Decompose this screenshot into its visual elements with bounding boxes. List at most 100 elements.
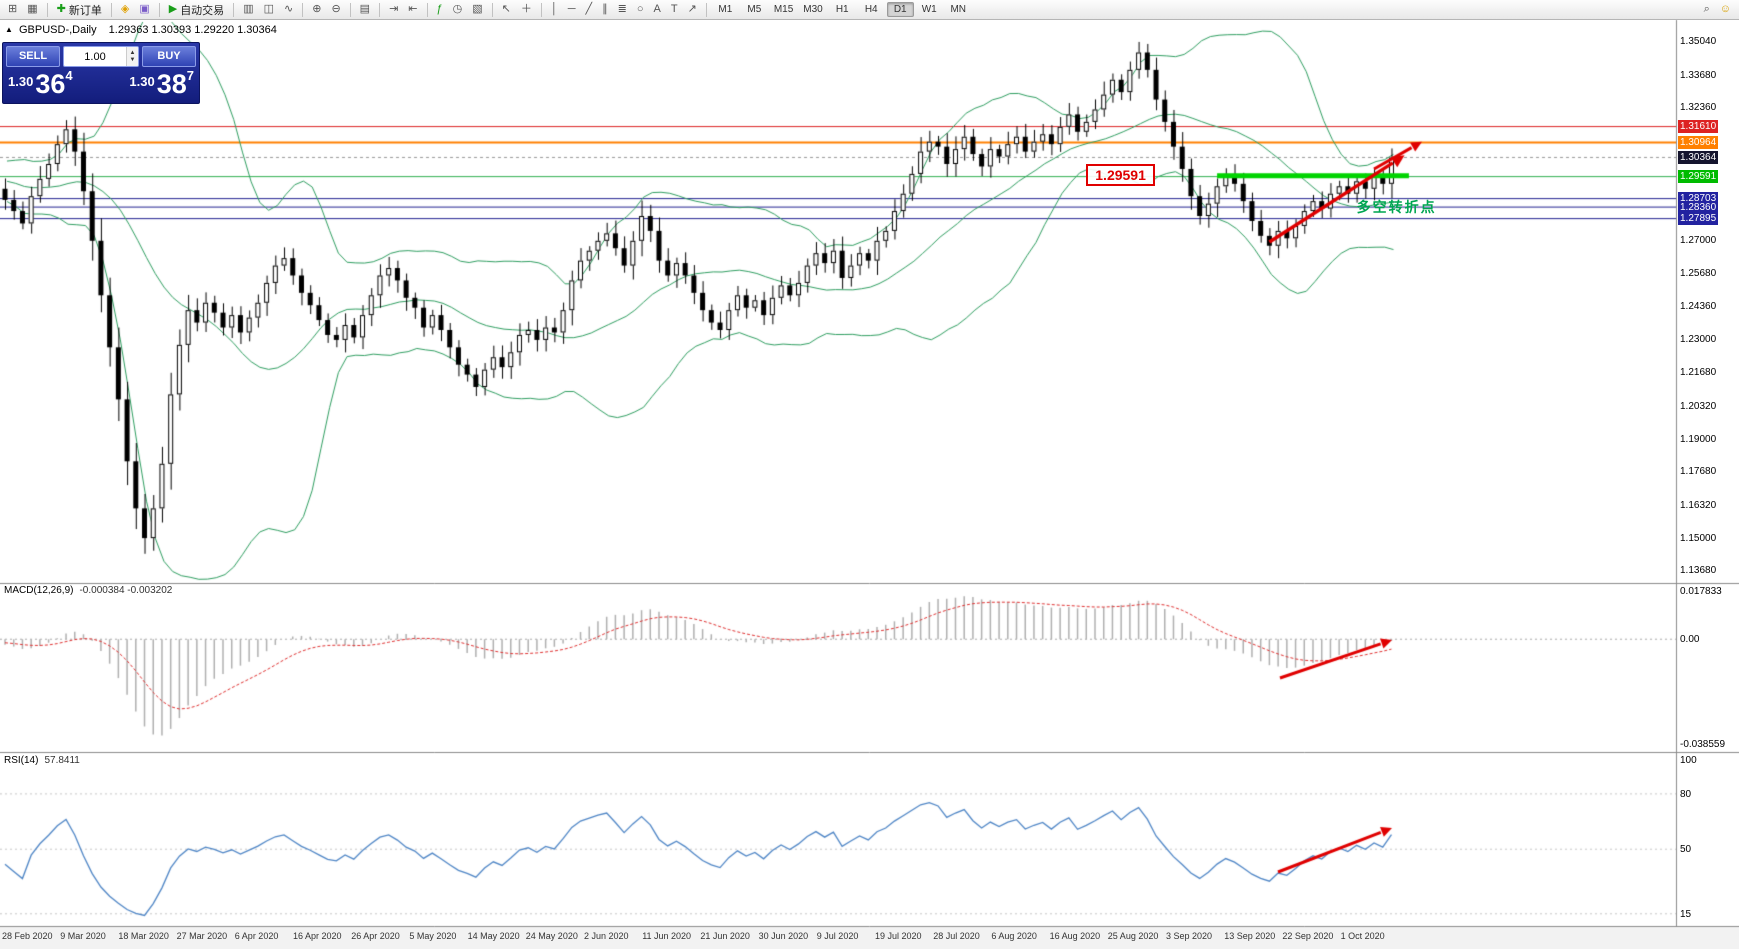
lot-spinner[interactable]: ▲ ▼ — [126, 47, 138, 66]
sell-price-small: 1.30 — [8, 74, 34, 89]
auto-scroll-icon[interactable]: ⇥ — [385, 1, 402, 19]
date-label: 14 May 2020 — [467, 931, 520, 941]
lot-spin-up-icon[interactable]: ▲ — [129, 49, 136, 56]
market-icon[interactable]: ▣ — [135, 1, 153, 19]
indicators-icon-glyph: ƒ — [436, 3, 443, 15]
rsi-axis-label: 100 — [1680, 755, 1697, 766]
market-icon-glyph: ▣ — [139, 3, 150, 15]
buy-button[interactable]: BUY — [142, 46, 196, 67]
chart-shift-icon[interactable]: ⇤ — [404, 1, 421, 19]
timeframe-mn[interactable]: MN — [950, 4, 967, 15]
timeframe-m15[interactable]: M15 — [773, 4, 794, 15]
new-chart-icon[interactable]: ⊞ — [4, 1, 21, 19]
auto-scroll-icon-glyph: ⇥ — [389, 3, 399, 15]
date-label: 6 Apr 2020 — [234, 931, 279, 941]
rsi-axis-label: 15 — [1680, 908, 1692, 920]
date-label: 19 Jul 2020 — [875, 931, 922, 941]
chart-title: ▲ GBPUSD-,Daily 1.29363 1.30393 1.29220 … — [5, 24, 277, 36]
rsi-value-text: 57.8411 — [44, 755, 80, 766]
timeframe-m1[interactable]: M1 — [718, 4, 733, 15]
sell-price-sup: 4 — [65, 68, 73, 83]
zoom-out-icon[interactable]: ⊖ — [327, 1, 344, 19]
tile-windows-icon[interactable]: ▤ — [356, 1, 374, 19]
text-icon-glyph: A — [653, 3, 661, 15]
search-icon[interactable]: ⌕ — [1700, 1, 1714, 19]
collapse-triangle-icon[interactable]: ▲ — [5, 25, 13, 34]
price-axis-label: 1.30964 — [1678, 136, 1719, 150]
horizontal-line-icon[interactable]: ─ — [564, 1, 580, 19]
chart-shift-icon-glyph: ⇤ — [408, 3, 418, 15]
periods-icon-glyph: ◷ — [452, 3, 463, 15]
timeframe-d1[interactable]: D1 — [886, 2, 914, 17]
lot-size-box: ▲ ▼ — [63, 46, 139, 67]
macd-label: MACD(12,26,9) -0.000384 -0.003202 — [4, 585, 172, 596]
price-axis-label: 1.32360 — [1680, 102, 1717, 114]
candlestick-icon[interactable]: ◫ — [260, 1, 278, 19]
lot-size-input[interactable] — [64, 47, 126, 66]
one-click-trading-panel: SELL ▲ ▼ BUY 1.30364 1.30387 — [2, 42, 200, 104]
rsi-title-text: RSI(14) — [4, 755, 39, 766]
date-label: 1 Oct 2020 — [1340, 931, 1385, 941]
timeframe-m5[interactable]: M5 — [747, 4, 762, 15]
fibonacci-icon[interactable]: ≣ — [614, 1, 631, 19]
date-label: 16 Apr 2020 — [293, 931, 342, 941]
mql5-icon[interactable]: ◈ — [117, 1, 133, 19]
arrows-icon[interactable]: ↗ — [684, 1, 701, 19]
sell-button[interactable]: SELL — [6, 46, 60, 67]
macd-axis-label: -0.038559 — [1680, 739, 1726, 750]
text-icon[interactable]: A — [650, 1, 665, 19]
toolbar-separator — [158, 2, 160, 17]
indicators-icon[interactable]: ƒ — [433, 1, 447, 19]
channel-icon[interactable]: ∥ — [598, 1, 612, 19]
bar-chart-icon-glyph: ▥ — [243, 3, 254, 15]
date-label: 16 Aug 2020 — [1049, 931, 1101, 941]
community-icon-glyph: ☺ — [1719, 3, 1731, 15]
toolbar-separator — [540, 2, 542, 17]
date-label: 25 Aug 2020 — [1107, 931, 1159, 941]
shapes-icon-glyph: ○ — [636, 3, 644, 15]
price-axis-label: 1.15000 — [1680, 532, 1717, 544]
timeframe-w1[interactable]: W1 — [921, 4, 937, 15]
macd-axis-label: 0.00 — [1680, 634, 1700, 646]
profiles-icon[interactable]: ▦ — [23, 1, 41, 19]
sell-price[interactable]: 1.30364 — [8, 68, 73, 100]
lot-spin-down-icon[interactable]: ▼ — [129, 56, 136, 63]
date-label: 27 Mar 2020 — [176, 931, 228, 941]
shapes-icon[interactable]: ○ — [633, 1, 648, 19]
new-order-button[interactable]: ✚ 新订单 — [53, 1, 106, 19]
zoom-in-icon[interactable]: ⊕ — [308, 1, 325, 19]
templates-icon[interactable]: ▧ — [468, 1, 486, 19]
date-label: 21 Jun 2020 — [700, 931, 750, 941]
buy-price[interactable]: 1.30387 — [129, 68, 194, 100]
cursor-icon[interactable]: ↖ — [498, 1, 515, 19]
price-axis-label: 1.31610 — [1678, 120, 1719, 134]
timeframe-h1[interactable]: H1 — [835, 4, 849, 15]
timeframe-m30[interactable]: M30 — [803, 4, 823, 15]
line-chart-icon[interactable]: ∿ — [280, 1, 297, 19]
crosshair-icon-glyph: ＋ — [520, 3, 532, 15]
price-axis-label: 1.33680 — [1680, 69, 1717, 81]
price-axis-label: 1.13680 — [1680, 565, 1717, 577]
bar-chart-icon[interactable]: ▥ — [239, 1, 257, 19]
autotrading-button[interactable]: ▶ 自动交易 — [165, 1, 228, 19]
timeframe-h4[interactable]: H4 — [864, 4, 878, 15]
periods-icon[interactable]: ◷ — [449, 1, 467, 19]
candlestick-icon-glyph: ◫ — [263, 3, 274, 15]
vertical-line-icon[interactable]: │ — [547, 1, 562, 19]
crosshair-icon[interactable]: ＋ — [517, 1, 536, 19]
turning-point-annotation[interactable]: 多空转折点 — [1356, 198, 1437, 215]
date-label: 2 Jun 2020 — [584, 931, 629, 941]
buy-price-sup: 7 — [186, 68, 194, 83]
label-icon-glyph: T — [670, 3, 678, 15]
trendline-icon[interactable]: ╱ — [582, 1, 597, 19]
new-order-button-label: 新订单 — [68, 4, 102, 17]
community-icon[interactable]: ☺ — [1716, 1, 1735, 19]
label-icon[interactable]: T — [667, 1, 682, 19]
date-label: 28 Feb 2020 — [2, 931, 53, 941]
toolbar-separator — [491, 2, 493, 17]
price-annotation-box[interactable]: 1.29591 — [1086, 163, 1155, 186]
date-label: 22 Sep 2020 — [1282, 931, 1334, 941]
rsi-axis-label: 80 — [1680, 788, 1692, 800]
arrows-icon-glyph: ↗ — [687, 3, 697, 15]
